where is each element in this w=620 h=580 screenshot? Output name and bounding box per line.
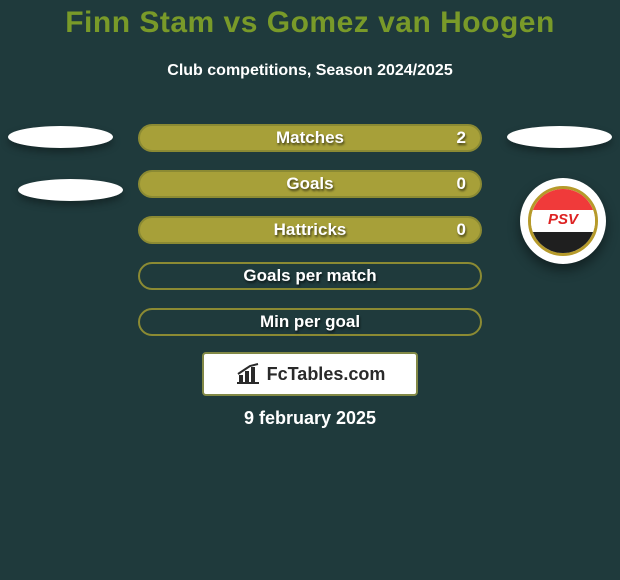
stat-row-matches: Matches 2 [138,124,482,152]
infographic-date: 9 february 2025 [0,408,620,429]
comparison-infographic: Finn Stam vs Gomez van Hoogen Club compe… [0,0,620,580]
stat-right-value: 2 [457,128,466,148]
avatar-right-top [507,126,612,148]
badge-text: PSV [548,211,578,228]
stat-label: Goals per match [243,266,376,286]
page-title: Finn Stam vs Gomez van Hoogen [0,6,620,40]
club-badge-right: PSV [520,178,606,264]
badge-stripe-bottom [531,232,595,253]
stat-right-value: 0 [457,174,466,194]
stat-label: Goals [286,174,333,194]
avatar-left-bottom [18,179,123,201]
brand-chart-icon [235,363,261,385]
stat-label: Min per goal [260,312,360,332]
stat-row-hattricks: Hattricks 0 [138,216,482,244]
brand-box: FcTables.com [202,352,418,396]
stat-row-goals-per-match: Goals per match [138,262,482,290]
stat-row-min-per-goal: Min per goal [138,308,482,336]
subtitle: Club competitions, Season 2024/2025 [0,62,620,80]
stat-label: Matches [276,128,344,148]
stat-row-goals: Goals 0 [138,170,482,198]
avatar-left-top [8,126,113,148]
badge-stripe-mid: PSV [531,210,595,228]
brand-text: FcTables.com [267,364,386,385]
badge-stripe-top [531,189,595,210]
stat-label: Hattricks [274,220,347,240]
psv-badge: PSV [528,186,598,256]
stat-right-value: 0 [457,220,466,240]
